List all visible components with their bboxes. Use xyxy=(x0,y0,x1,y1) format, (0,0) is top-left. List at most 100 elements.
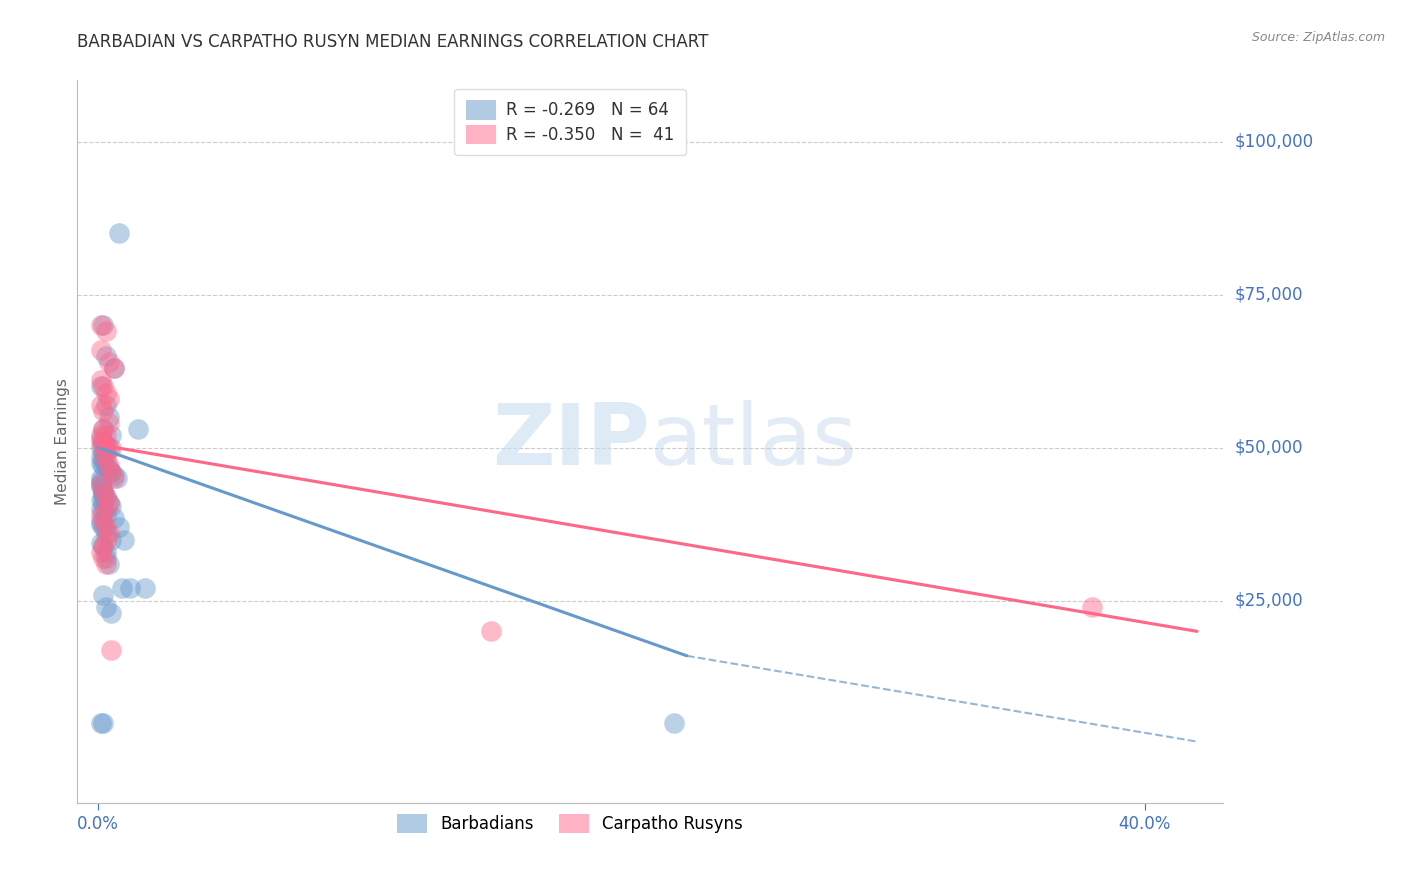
Point xyxy=(93,490,115,504)
Point xyxy=(93,550,115,565)
Text: atlas: atlas xyxy=(651,400,858,483)
Point xyxy=(94,398,117,412)
Text: $25,000: $25,000 xyxy=(1234,591,1303,610)
Point xyxy=(100,428,122,442)
Point xyxy=(90,428,112,442)
Point xyxy=(94,385,117,400)
Point xyxy=(94,453,117,467)
Point xyxy=(94,437,117,451)
Legend: Barbadians, Carpatho Rusyns: Barbadians, Carpatho Rusyns xyxy=(385,803,755,845)
Point xyxy=(94,490,117,504)
Point xyxy=(93,505,115,519)
Point xyxy=(94,441,117,455)
Point xyxy=(97,557,120,571)
Text: $50,000: $50,000 xyxy=(1234,439,1303,457)
Point xyxy=(479,624,502,639)
Point xyxy=(134,582,156,596)
Point xyxy=(93,458,115,473)
Point xyxy=(90,502,112,516)
Point xyxy=(93,483,115,498)
Point xyxy=(93,422,115,436)
Point xyxy=(105,471,128,485)
Point xyxy=(90,441,112,455)
Point xyxy=(97,392,120,406)
Point xyxy=(90,343,112,357)
Point xyxy=(108,520,131,534)
Point xyxy=(97,416,120,430)
Text: $75,000: $75,000 xyxy=(1234,285,1303,303)
Point xyxy=(662,716,685,731)
Point xyxy=(93,422,115,436)
Point xyxy=(103,468,125,483)
Point xyxy=(94,428,117,442)
Point xyxy=(93,716,115,731)
Point xyxy=(90,373,112,387)
Point xyxy=(93,520,115,534)
Point xyxy=(112,533,135,547)
Point xyxy=(100,465,122,479)
Point xyxy=(103,471,125,485)
Point xyxy=(94,545,117,559)
Point xyxy=(94,458,117,473)
Point xyxy=(90,318,112,333)
Point xyxy=(1081,599,1104,614)
Point xyxy=(93,539,115,553)
Point xyxy=(97,410,120,425)
Point xyxy=(103,361,125,376)
Point xyxy=(100,465,122,479)
Point xyxy=(93,404,115,418)
Point xyxy=(93,496,115,510)
Point xyxy=(90,475,112,489)
Point xyxy=(90,456,112,470)
Point xyxy=(97,526,120,541)
Point xyxy=(90,492,112,507)
Point xyxy=(93,434,115,449)
Point xyxy=(90,398,112,412)
Point xyxy=(90,535,112,549)
Point xyxy=(94,447,117,461)
Text: Source: ZipAtlas.com: Source: ZipAtlas.com xyxy=(1251,31,1385,45)
Point xyxy=(100,441,122,455)
Point xyxy=(94,526,117,541)
Point xyxy=(93,318,115,333)
Point xyxy=(93,443,115,458)
Point xyxy=(90,379,112,393)
Point xyxy=(90,514,112,528)
Point xyxy=(93,483,115,498)
Point xyxy=(100,499,122,513)
Point xyxy=(94,349,117,363)
Point xyxy=(93,588,115,602)
Point xyxy=(97,496,120,510)
Point xyxy=(127,422,149,436)
Point xyxy=(90,432,112,446)
Point xyxy=(90,508,112,522)
Point xyxy=(100,533,122,547)
Point xyxy=(118,582,141,596)
Point xyxy=(93,434,115,449)
Point xyxy=(90,477,112,491)
Point xyxy=(111,582,134,596)
Point xyxy=(90,450,112,464)
Point xyxy=(93,514,115,528)
Point xyxy=(94,508,117,522)
Point xyxy=(90,517,112,532)
Point xyxy=(97,496,120,510)
Point xyxy=(94,533,117,547)
Point xyxy=(103,511,125,525)
Text: $100,000: $100,000 xyxy=(1234,133,1313,151)
Point xyxy=(90,716,112,731)
Point xyxy=(100,642,122,657)
Point xyxy=(90,471,112,485)
Point xyxy=(97,355,120,369)
Point xyxy=(90,434,112,449)
Point xyxy=(93,483,115,498)
Point xyxy=(94,324,117,338)
Point xyxy=(108,227,131,241)
Point xyxy=(94,502,117,516)
Point xyxy=(93,453,115,467)
Point xyxy=(90,545,112,559)
Point xyxy=(90,477,112,491)
Point xyxy=(97,441,120,455)
Point xyxy=(93,379,115,393)
Point xyxy=(94,557,117,571)
